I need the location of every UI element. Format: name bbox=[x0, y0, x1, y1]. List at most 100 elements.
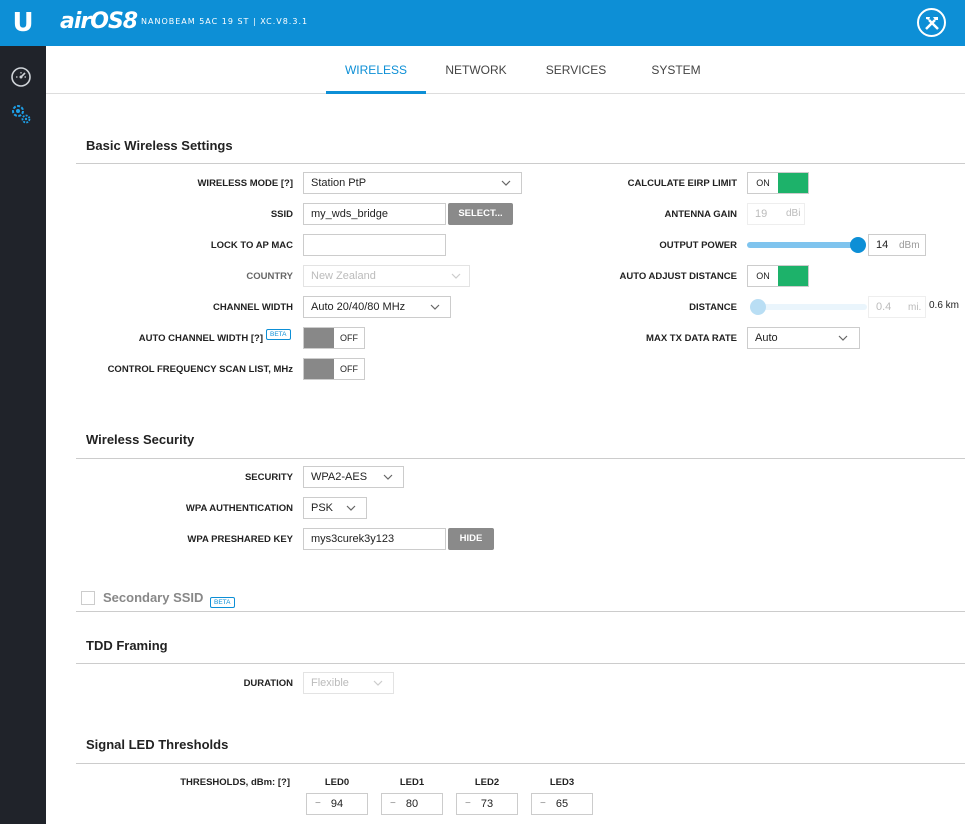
section-divider bbox=[76, 611, 965, 612]
toggle-knob bbox=[778, 266, 808, 286]
secondary-ssid-label[interactable]: Secondary SSID bbox=[103, 590, 204, 605]
toggle-knob bbox=[304, 359, 334, 379]
toggle-state: ON bbox=[756, 271, 770, 281]
led3-label: LED3 bbox=[549, 777, 575, 788]
auto-adjust-distance-label: AUTO ADJUST DISTANCE bbox=[619, 271, 737, 282]
security-value: WPA2-AES bbox=[311, 471, 368, 483]
eirp-limit-toggle[interactable]: ON bbox=[747, 172, 809, 194]
dashboard-gauge-icon[interactable] bbox=[9, 65, 33, 89]
toggle-state: OFF bbox=[340, 333, 358, 343]
antenna-gain-label: ANTENNA GAIN bbox=[664, 209, 737, 220]
hide-key-button[interactable]: HIDE bbox=[448, 528, 494, 550]
section-divider bbox=[76, 663, 965, 664]
auto-channel-width-toggle[interactable]: OFF bbox=[303, 327, 365, 349]
beta-badge: BETA bbox=[266, 329, 291, 340]
distance-input: 0.4 bbox=[868, 296, 926, 318]
duration-select: Flexible bbox=[303, 672, 394, 694]
minus-sign: − bbox=[465, 798, 471, 809]
settings-gears-icon[interactable] bbox=[9, 102, 33, 126]
chevron-down-icon bbox=[501, 180, 511, 186]
max-tx-rate-select[interactable]: Auto bbox=[747, 327, 860, 349]
brand-logo: airOS8 bbox=[60, 9, 138, 34]
wpa-authentication-value: PSK bbox=[311, 502, 334, 514]
led3-value: 65 bbox=[555, 798, 569, 810]
tools-icon[interactable] bbox=[917, 8, 946, 37]
chevron-down-icon bbox=[430, 304, 440, 310]
wpa-authentication-select[interactable]: PSK bbox=[303, 497, 367, 519]
control-frequency-toggle[interactable]: OFF bbox=[303, 358, 365, 380]
top-bar: U airOS8 NANOBEAM 5AC 19 ST | XC.V8.3.1 bbox=[0, 0, 965, 46]
wpa-authentication-label: WPA AUTHENTICATION bbox=[185, 503, 293, 514]
max-tx-rate-label: MAX TX DATA RATE bbox=[646, 333, 737, 344]
wireless-mode-label: WIRELESS MODE [?] bbox=[197, 178, 293, 189]
tab-system[interactable]: SYSTEM bbox=[651, 63, 701, 77]
led2-input[interactable]: − 73 bbox=[456, 793, 518, 815]
toggle-knob bbox=[304, 328, 334, 348]
led1-input[interactable]: − 80 bbox=[381, 793, 443, 815]
distance-label: DISTANCE bbox=[689, 302, 737, 313]
auto-adjust-distance-toggle[interactable]: ON bbox=[747, 265, 809, 287]
distance-km: 0.6 km bbox=[929, 300, 960, 311]
output-power-unit: dBm bbox=[899, 240, 920, 251]
security-select[interactable]: WPA2-AES bbox=[303, 466, 404, 488]
led0-input[interactable]: − 94 bbox=[306, 793, 368, 815]
tab-wireless[interactable]: WIRELESS bbox=[326, 46, 426, 94]
wpa-preshared-key-input[interactable]: mys3curek3y123 bbox=[303, 528, 446, 550]
ubiquiti-logo[interactable]: U bbox=[0, 0, 46, 46]
device-info: NANOBEAM 5AC 19 ST | XC.V8.3.1 bbox=[141, 17, 309, 26]
led3-input[interactable]: − 65 bbox=[531, 793, 593, 815]
output-power-value: 14 bbox=[876, 239, 889, 251]
minus-sign: − bbox=[540, 798, 546, 809]
minus-sign: − bbox=[315, 798, 321, 809]
section-divider bbox=[76, 458, 965, 459]
duration-label: DURATION bbox=[243, 678, 293, 689]
toggle-state: OFF bbox=[340, 364, 358, 374]
max-tx-rate-value: Auto bbox=[755, 332, 778, 344]
section-divider bbox=[76, 163, 965, 164]
country-label: COUNTRY bbox=[246, 271, 293, 282]
ssid-input[interactable]: my_wds_bridge bbox=[303, 203, 446, 225]
channel-width-label: CHANNEL WIDTH bbox=[212, 302, 293, 313]
chevron-down-icon bbox=[383, 474, 393, 480]
chevron-down-icon bbox=[838, 335, 848, 341]
eirp-limit-label: CALCULATE EIRP LIMIT bbox=[627, 178, 737, 189]
output-power-slider[interactable] bbox=[747, 242, 860, 248]
output-power-input[interactable]: 14 bbox=[868, 234, 926, 256]
distance-value: 0.4 bbox=[876, 301, 892, 313]
thresholds-label: THRESHOLDS, dBm: [?] bbox=[180, 777, 290, 788]
brand-version: 8 bbox=[122, 9, 138, 34]
toggle-knob bbox=[778, 173, 808, 193]
security-label: SECURITY bbox=[244, 472, 293, 483]
tab-network[interactable]: NETWORK bbox=[445, 63, 507, 77]
led0-value: 94 bbox=[330, 798, 344, 810]
ssid-select-button[interactable]: SELECT... bbox=[448, 203, 513, 225]
channel-width-select[interactable]: Auto 20/40/80 MHz bbox=[303, 296, 451, 318]
secondary-ssid-checkbox[interactable] bbox=[81, 591, 95, 605]
wireless-mode-select[interactable]: Station PtP bbox=[303, 172, 522, 194]
chevron-down-icon bbox=[451, 273, 461, 279]
led1-value: 80 bbox=[405, 798, 419, 810]
minus-sign: − bbox=[390, 798, 396, 809]
antenna-gain-value: 19 bbox=[755, 208, 768, 220]
antenna-gain-unit: dBi bbox=[786, 208, 801, 219]
tools-glyph-icon bbox=[924, 16, 939, 30]
led1-label: LED1 bbox=[399, 777, 425, 788]
country-select: New Zealand bbox=[303, 265, 470, 287]
tab-services[interactable]: SERVICES bbox=[545, 63, 607, 77]
wireless-security-title: Wireless Security bbox=[86, 432, 195, 447]
section-divider bbox=[76, 763, 965, 764]
brand-name: airOS bbox=[60, 9, 124, 34]
chevron-down-icon bbox=[346, 505, 356, 511]
channel-width-value: Auto 20/40/80 MHz bbox=[311, 301, 406, 313]
sidebar bbox=[0, 46, 46, 824]
logo-letter: U bbox=[12, 8, 34, 38]
duration-value: Flexible bbox=[311, 677, 349, 689]
led2-value: 73 bbox=[480, 798, 494, 810]
beta-badge: BETA bbox=[210, 597, 235, 608]
led2-label: LED2 bbox=[474, 777, 500, 788]
auto-channel-width-label: AUTO CHANNEL WIDTH [?] bbox=[138, 333, 263, 344]
output-power-slider-handle[interactable] bbox=[850, 237, 866, 253]
antenna-gain-input: 19 bbox=[747, 203, 805, 225]
tab-bar: WIRELESS NETWORK SERVICES SYSTEM bbox=[46, 46, 965, 94]
lock-ap-mac-input[interactable] bbox=[303, 234, 446, 256]
